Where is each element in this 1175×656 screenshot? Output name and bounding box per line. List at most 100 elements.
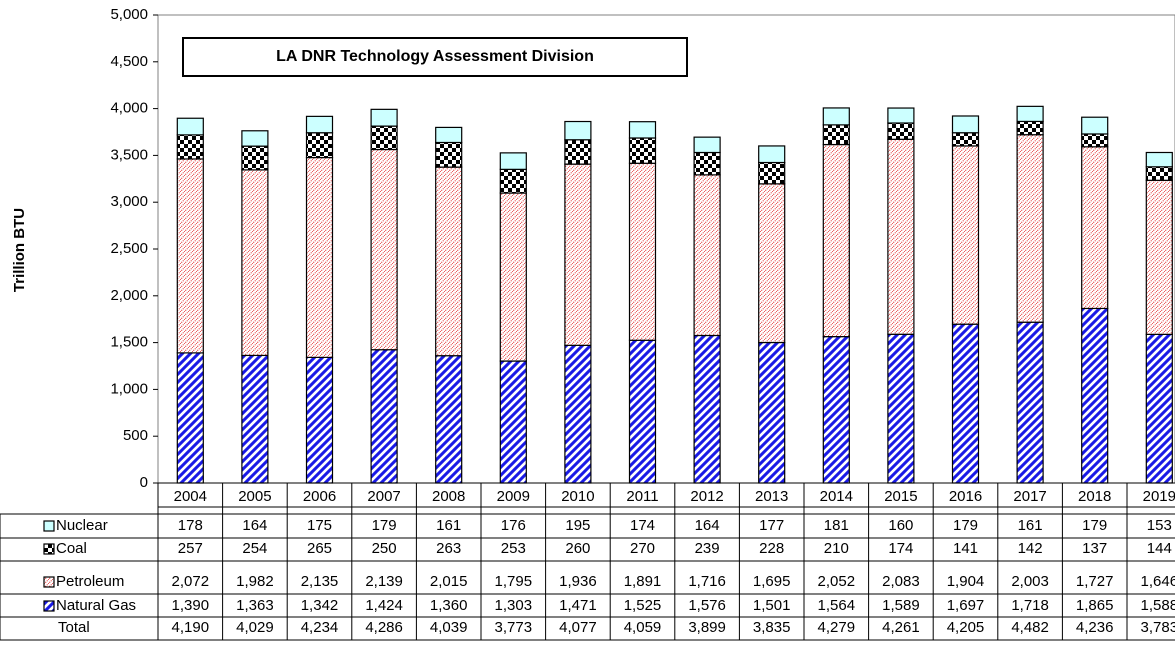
y-tick-label: 3,000 <box>110 193 148 210</box>
bar-segment <box>887 122 915 140</box>
legend-label: Coal <box>56 540 87 557</box>
y-tick-label: 2,500 <box>110 240 148 257</box>
y-tick-label: 5,000 <box>110 6 148 23</box>
bar-segment <box>628 339 657 484</box>
table-cell: 4,279 <box>818 619 856 636</box>
table-cell: 1,342 <box>301 597 339 614</box>
legend-swatch <box>43 576 55 588</box>
y-tick-label: 1,000 <box>110 380 148 397</box>
bar-segment <box>435 166 463 357</box>
table-cell: 161 <box>1018 517 1043 534</box>
table-cell: 1,589 <box>882 597 920 614</box>
table-cell: 141 <box>953 540 978 557</box>
bar-segment <box>1145 166 1173 181</box>
bar-segment <box>499 192 527 362</box>
x-tick-label: 2013 <box>755 488 788 505</box>
table-cell: 164 <box>695 517 720 534</box>
table-cell: 1,564 <box>818 597 856 614</box>
table-cell: 2,083 <box>882 573 920 590</box>
y-tick-label: 4,000 <box>110 100 148 117</box>
bar-segment <box>241 354 269 484</box>
table-cell: 153 <box>1147 517 1172 534</box>
bar-segment <box>176 158 204 354</box>
bar-segment <box>435 141 463 168</box>
bar-segment <box>564 120 592 141</box>
bar-segment <box>693 334 721 484</box>
table-cell: 1,360 <box>430 597 468 614</box>
table-cell: 161 <box>436 517 461 534</box>
x-tick-label: 2015 <box>884 488 917 505</box>
table-cell: 3,783 <box>1141 619 1175 636</box>
x-tick-label: 2005 <box>238 488 271 505</box>
table-cell: 1,646 <box>1141 573 1175 590</box>
table-cell: 1,904 <box>947 573 985 590</box>
bar-segment <box>887 138 915 335</box>
bar-segment <box>822 107 850 126</box>
table-cell: 270 <box>630 540 655 557</box>
table-cell: 1,525 <box>624 597 662 614</box>
table-cell: 1,697 <box>947 597 985 614</box>
bar-segment <box>693 136 721 154</box>
bar-segment <box>693 151 721 176</box>
x-tick-label: 2014 <box>820 488 853 505</box>
bar-segment <box>305 115 334 134</box>
x-tick-label: 2012 <box>690 488 723 505</box>
table-cell: 179 <box>372 517 397 534</box>
table-cell: 250 <box>372 540 397 557</box>
table-cell: 142 <box>1018 540 1043 557</box>
bar-segment <box>176 134 204 160</box>
bar-segment <box>370 125 398 151</box>
table-cell: 228 <box>759 540 784 557</box>
bar-segment <box>758 145 786 164</box>
x-tick-label: 2011 <box>626 488 658 505</box>
y-tick-label: 1,500 <box>110 334 148 351</box>
bar-segment <box>887 333 915 484</box>
table-cell: 195 <box>565 517 590 534</box>
bar-segment <box>1081 133 1109 148</box>
table-cell: 1,363 <box>236 597 274 614</box>
table-cell: 1,795 <box>495 573 533 590</box>
bar-segment <box>435 126 463 144</box>
table-cell: 1,891 <box>624 573 662 590</box>
table-cell: 4,059 <box>624 619 662 636</box>
table-cell: 137 <box>1082 540 1107 557</box>
y-tick-label: 0 <box>140 474 148 491</box>
bar-segment <box>176 117 204 136</box>
bar-segment <box>241 145 269 171</box>
table-cell: 1,982 <box>236 573 274 590</box>
bar-segment <box>564 163 592 346</box>
bar-segment <box>1145 333 1173 484</box>
x-tick-label: 2008 <box>432 488 465 505</box>
table-cell: 4,205 <box>947 619 985 636</box>
table-cell: 4,234 <box>301 619 339 636</box>
bar-segment <box>370 108 398 127</box>
table-cell: 175 <box>307 517 332 534</box>
table-cell: 144 <box>1147 540 1172 557</box>
y-tick-label: 3,500 <box>110 146 148 163</box>
table-cell: 4,482 <box>1011 619 1049 636</box>
table-cell: 210 <box>824 540 849 557</box>
table-cell: 1,718 <box>1011 597 1049 614</box>
x-tick-label: 2016 <box>949 488 982 505</box>
table-cell: 4,039 <box>430 619 468 636</box>
bar-segment <box>758 341 786 484</box>
bar-segment <box>499 360 527 484</box>
x-tick-label: 2018 <box>1078 488 1111 505</box>
legend-swatch <box>43 520 55 532</box>
bar-segment <box>628 162 657 341</box>
table-cell: 260 <box>565 540 590 557</box>
x-tick-label: 2006 <box>303 488 336 505</box>
bar-segment <box>951 132 980 147</box>
table-cell: 1,424 <box>365 597 403 614</box>
bar-segment <box>758 183 786 344</box>
table-cell: 2,003 <box>1011 573 1049 590</box>
x-tick-label: 2009 <box>497 488 530 505</box>
table-cell: 174 <box>630 517 655 534</box>
bar-segment <box>1145 151 1173 168</box>
table-cell: 1,936 <box>559 573 597 590</box>
bar-segment <box>305 356 334 484</box>
bar-segment <box>499 168 527 194</box>
table-cell: 253 <box>501 540 526 557</box>
y-tick-label: 500 <box>123 427 148 444</box>
